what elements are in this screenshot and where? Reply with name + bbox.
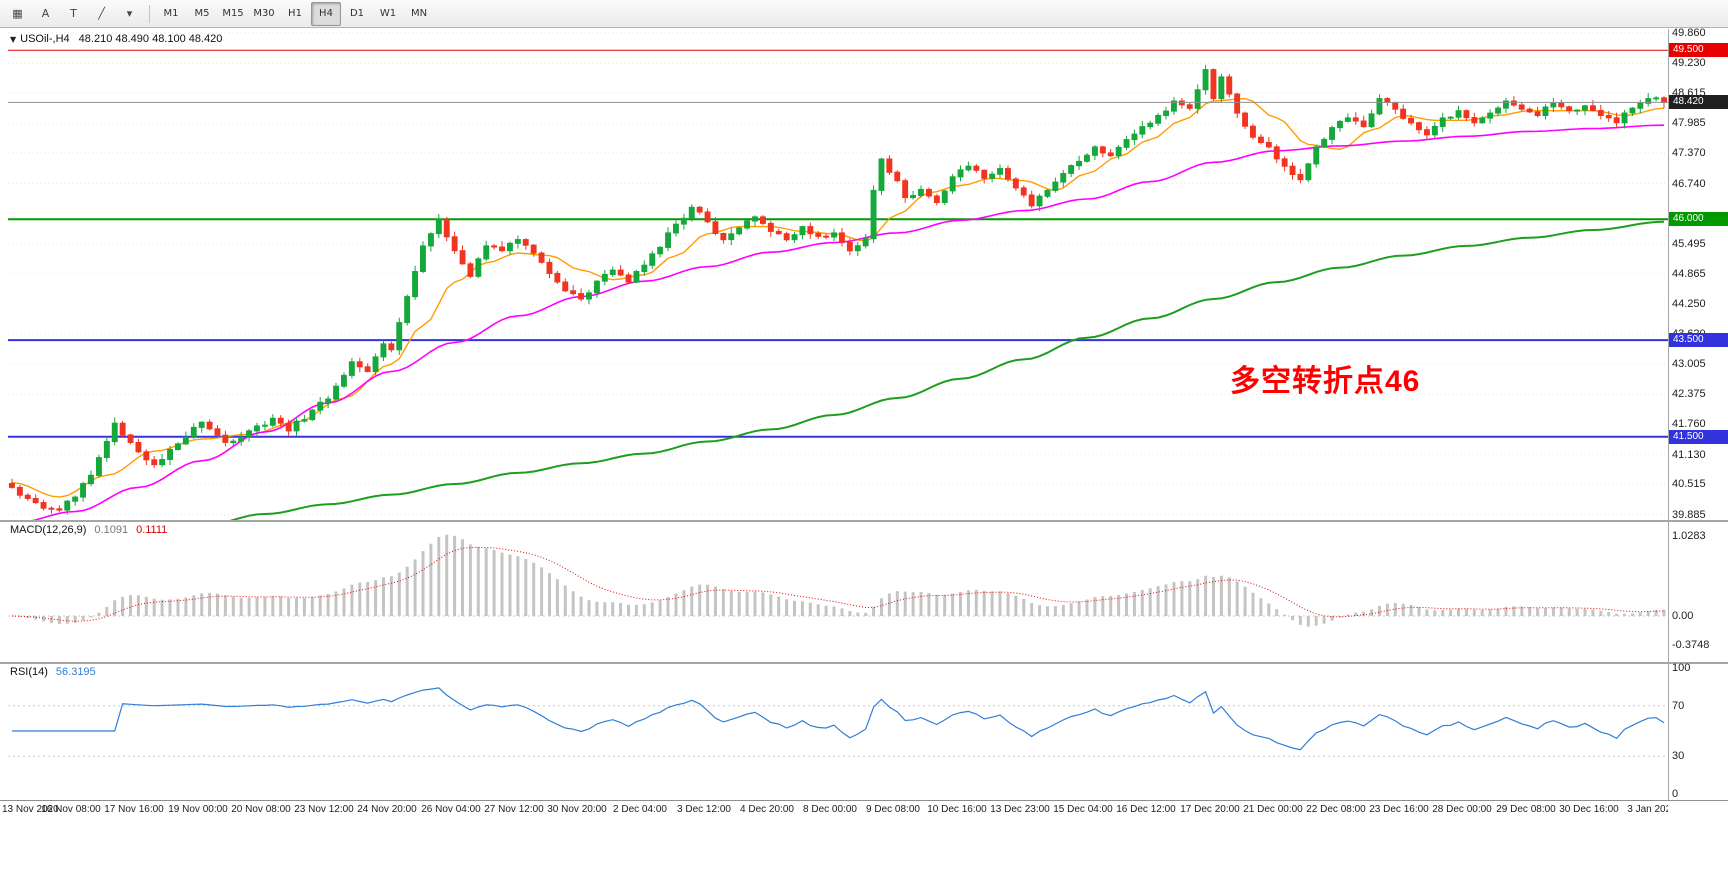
candlesticks[interactable] [9, 64, 1667, 515]
timeframe-h4[interactable]: H4 [311, 1, 341, 26]
price-gridlines [8, 32, 1668, 516]
timeframe-d1[interactable]: D1 [349, 8, 365, 19]
timeframe-toolbar: M1 M5 M15 M30 H1 H4 D1 W1 MN [156, 1, 434, 26]
timeframe-w1[interactable]: W1 [379, 8, 397, 19]
draw-objects-dropdown-icon[interactable]: ▾ [126, 7, 133, 20]
ma-mid-magenta [32, 124, 1665, 520]
macd-histogram [18, 534, 1666, 627]
timeframe-m15[interactable]: M15 [222, 8, 244, 19]
text-tool-a-button[interactable]: A [41, 7, 50, 20]
rsi-line [12, 687, 1665, 751]
macd-signal-line [11, 546, 1665, 622]
ma-slow-green [229, 220, 1665, 520]
timeframe-m1[interactable]: M1 [163, 8, 179, 19]
text-tool-t-button[interactable]: T [70, 7, 77, 20]
timeframe-h1[interactable]: H1 [288, 8, 302, 19]
timeframe-m30[interactable]: M30 [253, 8, 275, 19]
timeframe-m5[interactable]: M5 [194, 8, 210, 19]
price-axis-separator [1668, 29, 1669, 800]
toolbar-tool-buttons: ▦ A T ╱ ▾ [4, 2, 143, 26]
timeframe-mn[interactable]: MN [410, 8, 428, 19]
top-toolbar: ▦ A T ╱ ▾ M1 M5 M15 M30 H1 H4 D1 W1 MN [0, 0, 1728, 28]
windows-grid-icon[interactable]: ▦ [12, 7, 23, 20]
time-axis-line [0, 800, 1728, 801]
draw-objects-icon[interactable]: ╱ [98, 7, 105, 20]
panel-divider-macd-rsi[interactable] [0, 662, 1728, 664]
panel-divider-main-macd[interactable] [0, 520, 1728, 522]
toolbar-separator [149, 4, 150, 23]
